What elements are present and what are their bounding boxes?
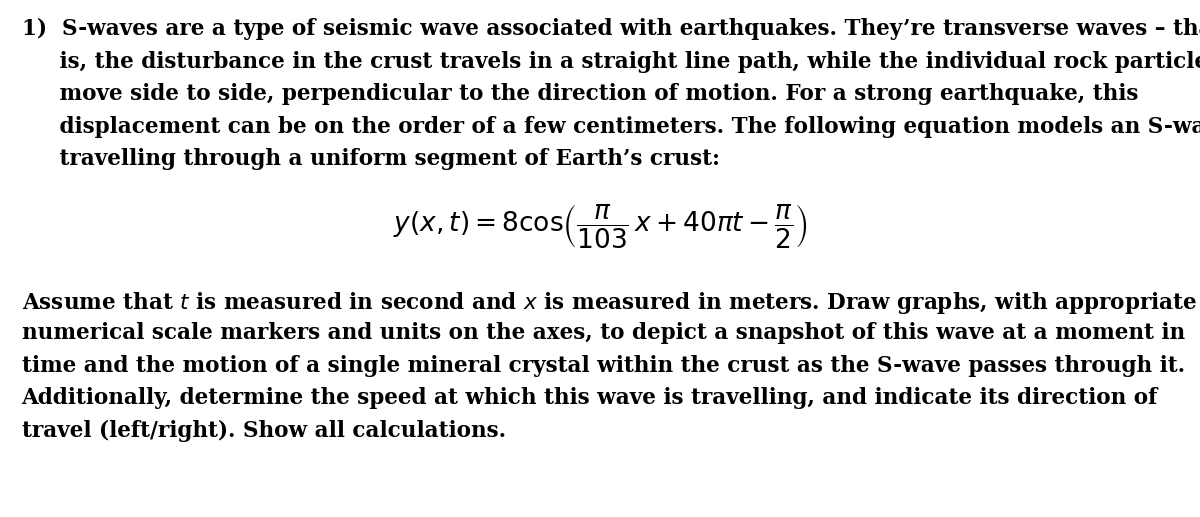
Text: Assume that $t$ is measured in second and $x$ is measured in meters. Draw graphs: Assume that $t$ is measured in second an… [22,290,1196,315]
Text: travelling through a uniform segment of Earth’s crust:: travelling through a uniform segment of … [22,148,720,171]
Text: time and the motion of a single mineral crystal within the crust as the S-wave p: time and the motion of a single mineral … [22,355,1184,377]
Text: travel (left/right). Show all calculations.: travel (left/right). Show all calculatio… [22,420,505,442]
Text: Additionally, determine the speed at which this wave is travelling, and indicate: Additionally, determine the speed at whi… [22,387,1158,409]
Text: 1)  S-waves are a type of seismic wave associated with earthquakes. They’re tran: 1) S-waves are a type of seismic wave as… [22,18,1200,40]
Text: $y(x, t) = 8\cos\!\left(\dfrac{\pi}{103}\,x + 40\pi t - \dfrac{\pi}{2}\right)$: $y(x, t) = 8\cos\!\left(\dfrac{\pi}{103}… [392,202,808,250]
Text: is, the disturbance in the crust travels in a straight line path, while the indi: is, the disturbance in the crust travels… [22,51,1200,73]
Text: move side to side, perpendicular to the direction of motion. For a strong earthq: move side to side, perpendicular to the … [22,83,1138,105]
Text: displacement can be on the order of a few centimeters. The following equation mo: displacement can be on the order of a fe… [22,116,1200,138]
Text: numerical scale markers and units on the axes, to depict a snapshot of this wave: numerical scale markers and units on the… [22,322,1184,344]
